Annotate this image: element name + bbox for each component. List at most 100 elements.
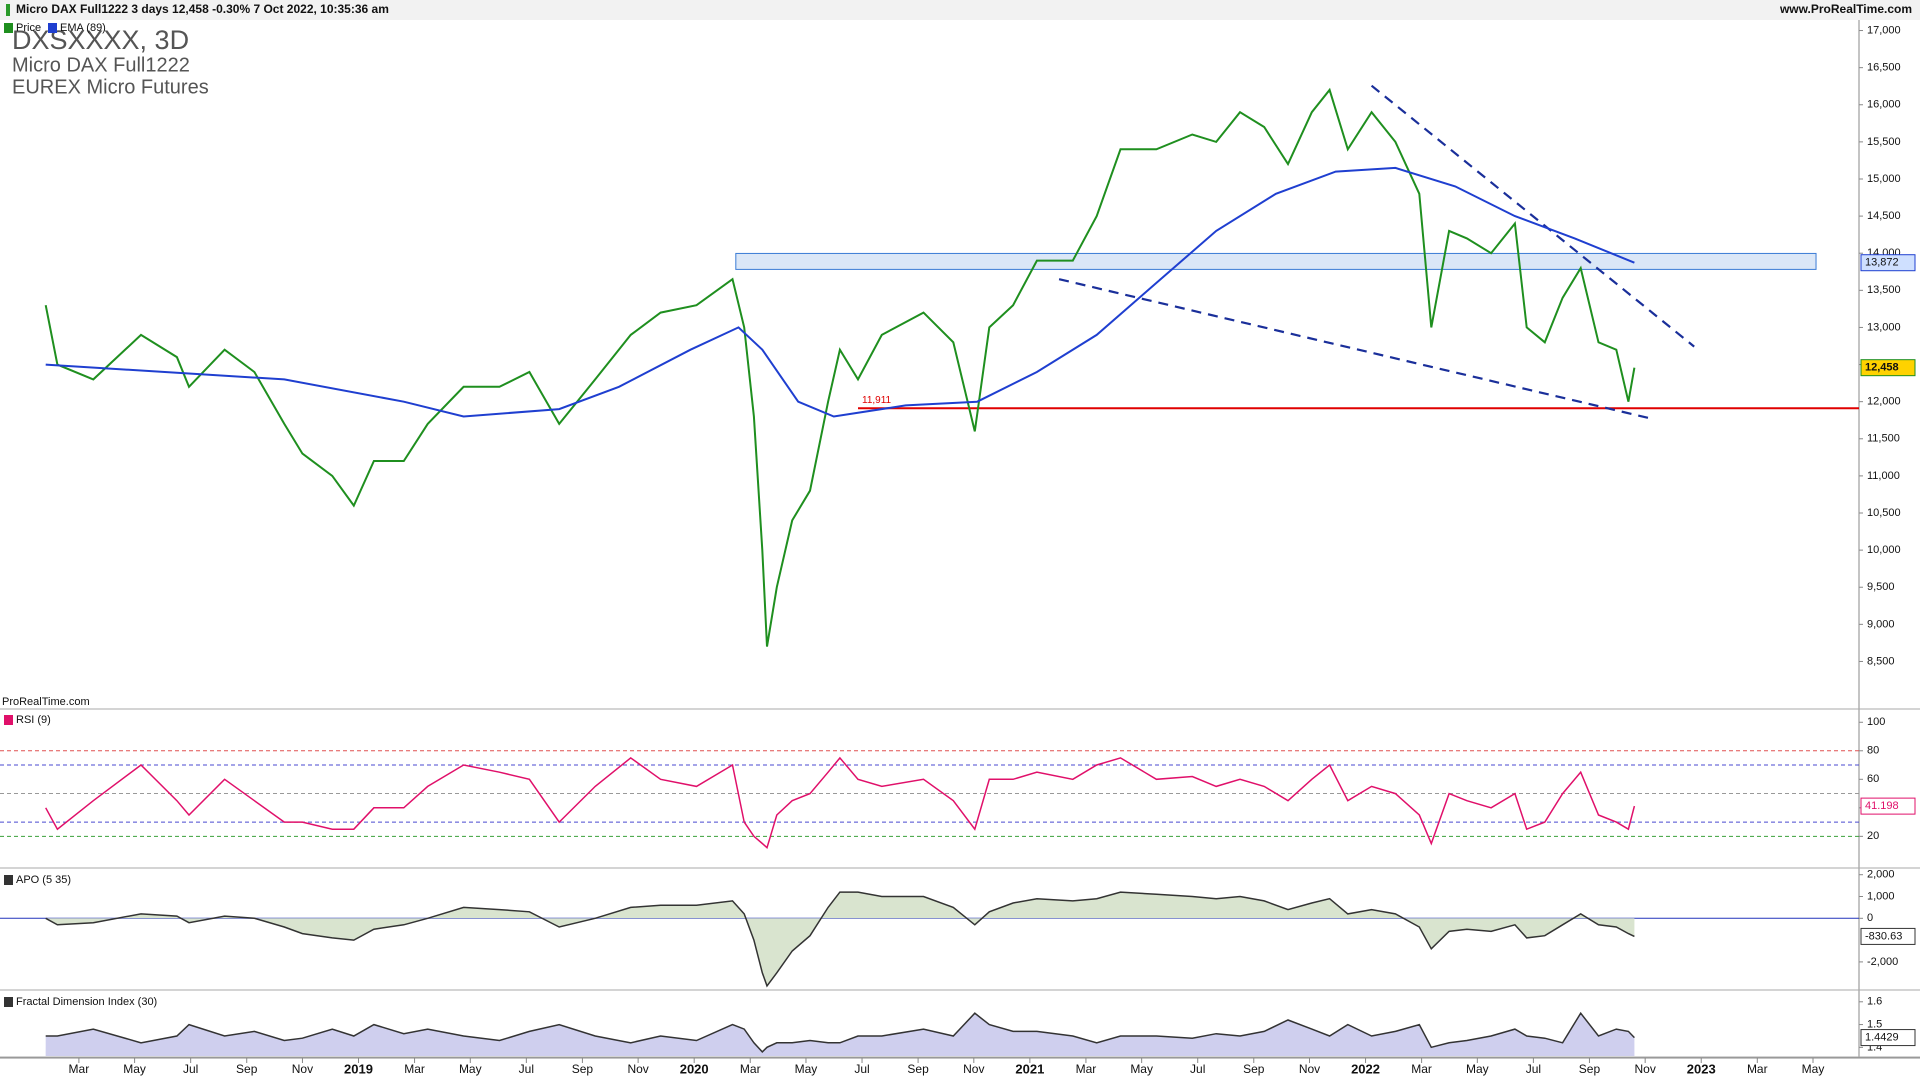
y-tick-label: 13,500	[1867, 284, 1901, 296]
x-tick-label: 2023	[1687, 1061, 1716, 1076]
y-tick-label: 14,000	[1867, 247, 1901, 259]
legend-label: Price	[16, 22, 41, 34]
series-line	[45, 756, 1636, 850]
x-tick-label: May	[795, 1062, 818, 1076]
y-tick-label: 10,000	[1867, 544, 1901, 556]
x-tick-label: Sep	[236, 1062, 258, 1076]
last-value-box	[1860, 1029, 1916, 1047]
x-tick-label: Jul	[519, 1062, 534, 1076]
x-tick-label: Jul	[1526, 1062, 1541, 1076]
x-tick-label: Nov	[1299, 1062, 1320, 1076]
last-value-box	[1860, 797, 1916, 815]
x-tick-label: May	[459, 1062, 482, 1076]
x-tick-label: Mar	[1747, 1062, 1768, 1076]
legend-swatch	[4, 715, 13, 725]
y-tick-label: 20	[1867, 830, 1879, 842]
y-tick-label: 60	[1867, 773, 1879, 785]
y-tick-label: 1.5	[1867, 1018, 1882, 1030]
last-value-label: 41.198	[1865, 800, 1899, 812]
x-tick-label: Nov	[292, 1062, 313, 1076]
y-tick-label: 16,000	[1867, 99, 1901, 111]
x-tick-label: Mar	[740, 1062, 761, 1076]
legend-label: RSI (9)	[16, 714, 51, 726]
last-value-label: 12,458	[1865, 362, 1899, 374]
x-tick-label: 2020	[680, 1061, 709, 1076]
y-tick-label: 17,000	[1867, 24, 1901, 36]
y-tick-label: 14,500	[1867, 210, 1901, 222]
legend-label: APO (5 35)	[16, 874, 71, 886]
last-value-box	[1860, 927, 1916, 945]
area-fill	[45, 892, 1635, 986]
y-tick-label: 2,000	[1867, 869, 1895, 881]
y-tick-label: 16,500	[1867, 62, 1901, 74]
instrument-title: DXSXXXX, 3D	[12, 25, 189, 55]
x-tick-label: Sep	[1579, 1062, 1601, 1076]
x-tick-label: Nov	[627, 1062, 648, 1076]
x-tick-label: May	[1802, 1062, 1825, 1076]
last-value-box	[1860, 254, 1916, 272]
instrument-name: Micro DAX Full1222	[12, 54, 190, 76]
x-tick-label: Sep	[1243, 1062, 1265, 1076]
x-tick-label: 2021	[1015, 1061, 1044, 1076]
last-value-box	[1860, 359, 1916, 377]
trend-line	[1058, 278, 1653, 420]
y-tick-label: 11,000	[1867, 470, 1900, 482]
y-tick-label: -2,000	[1867, 956, 1898, 968]
y-tick-label: 10,500	[1867, 507, 1901, 519]
x-tick-label: Jul	[1190, 1062, 1205, 1076]
legend-swatch	[4, 997, 13, 1007]
x-tick-label: Jul	[854, 1062, 869, 1076]
x-tick-label: Mar	[404, 1062, 425, 1076]
legend-swatch	[4, 875, 13, 885]
last-value-label: 1.4429	[1865, 1031, 1899, 1043]
header-icon	[6, 4, 10, 16]
x-tick-label: Nov	[1634, 1062, 1655, 1076]
y-tick-label: 15,000	[1867, 173, 1901, 185]
x-tick-label: Sep	[572, 1062, 594, 1076]
series-line	[45, 1011, 1635, 1053]
y-tick-label: 8,500	[1867, 655, 1895, 667]
header-site: www.ProRealTime.com	[1779, 2, 1912, 16]
legend-label: EMA (89)	[60, 22, 106, 34]
series-line	[45, 891, 1635, 988]
series-line	[44, 87, 1636, 647]
y-tick-label: 13,000	[1867, 321, 1901, 333]
y-tick-label: 1.6	[1867, 996, 1882, 1008]
y-tick-label: 0	[1867, 912, 1873, 924]
x-tick-label: 2022	[1351, 1061, 1380, 1076]
y-tick-label: 1,000	[1867, 890, 1895, 902]
y-tick-label: 80	[1867, 745, 1879, 757]
last-value-label: 13,872	[1865, 257, 1899, 269]
header-title: Micro DAX Full1222 3 days 12,458 -0.30% …	[16, 2, 389, 16]
x-tick-label: May	[123, 1062, 146, 1076]
y-tick-label: 12,000	[1867, 396, 1901, 408]
x-tick-label: Sep	[907, 1062, 929, 1076]
x-tick-label: Mar	[69, 1062, 90, 1076]
x-tick-label: Nov	[963, 1062, 984, 1076]
x-tick-label: Mar	[1076, 1062, 1097, 1076]
exchange-name: EUREX Micro Futures	[12, 76, 209, 98]
x-tick-label: 2019	[344, 1061, 373, 1076]
x-tick-label: May	[1130, 1062, 1153, 1076]
watermark: ProRealTime.com	[2, 696, 90, 708]
zone-box	[735, 252, 1817, 270]
support-label: 11,911	[862, 395, 892, 406]
legend-swatch	[48, 23, 57, 33]
series-line	[45, 166, 1635, 418]
y-tick-label: 100	[1867, 716, 1885, 728]
area-fill	[45, 1013, 1635, 1056]
header-bar	[0, 0, 1920, 20]
y-tick-label: 9,000	[1867, 618, 1895, 630]
x-tick-label: May	[1466, 1062, 1489, 1076]
legend-swatch	[4, 23, 13, 33]
legend-label: Fractal Dimension Index (30)	[16, 996, 157, 1008]
y-tick-label: 15,500	[1867, 136, 1901, 148]
y-tick-label: 9,500	[1867, 581, 1895, 593]
trend-line	[1370, 84, 1695, 348]
last-value-label: -830.63	[1865, 930, 1902, 942]
x-tick-label: Mar	[1411, 1062, 1432, 1076]
y-tick-label: 11,500	[1867, 433, 1900, 445]
x-tick-label: Jul	[183, 1062, 198, 1076]
